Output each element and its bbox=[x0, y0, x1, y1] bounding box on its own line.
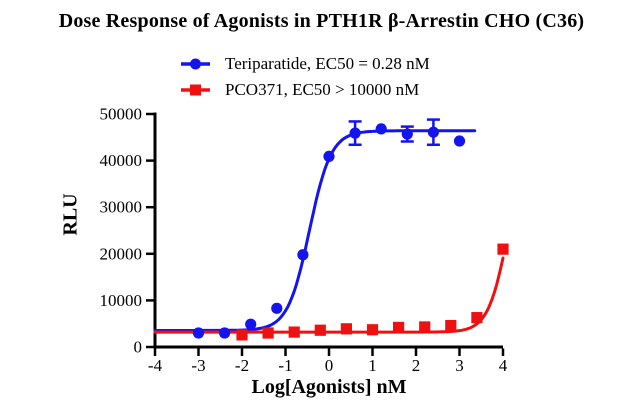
x-tick-label: -3 bbox=[191, 356, 205, 375]
x-tick-label: 4 bbox=[499, 356, 508, 375]
pco371-series bbox=[236, 243, 509, 341]
x-axis-ticks: -4 -3 -2 -1 0 1 2 3 4 bbox=[148, 348, 508, 375]
teriparatide-fit-curve bbox=[153, 129, 477, 332]
y-axis-ticks: 0 10000 20000 30000 40000 50000 bbox=[100, 105, 154, 357]
legend-item-pco371: PCO371, EC50 > 10000 nM bbox=[181, 77, 430, 103]
x-tick-label: -4 bbox=[148, 356, 163, 375]
data-point-circle bbox=[349, 127, 361, 139]
x-axis-title: Log[Agonists] nM bbox=[251, 376, 407, 398]
axes bbox=[153, 112, 503, 349]
legend: Teriparatide, EC50 = 0.28 nM PCO371, EC5… bbox=[181, 51, 430, 103]
data-point-square bbox=[497, 243, 509, 255]
data-point-circle bbox=[427, 126, 439, 138]
data-point-circle bbox=[297, 249, 309, 261]
y-axis-title: RLU bbox=[59, 193, 82, 236]
y-tick-label: 50000 bbox=[100, 105, 143, 124]
y-tick-label: 40000 bbox=[100, 151, 143, 170]
legend-item-teriparatide: Teriparatide, EC50 = 0.28 nM bbox=[181, 51, 430, 77]
data-point-circle bbox=[323, 150, 335, 163]
data-point-square bbox=[262, 327, 274, 339]
legend-label-teriparatide: Teriparatide, EC50 = 0.28 nM bbox=[225, 54, 430, 73]
pco371-square-marker-icon bbox=[181, 84, 210, 96]
data-point-circle bbox=[271, 302, 283, 314]
x-tick-label: -2 bbox=[235, 356, 249, 375]
data-point-square bbox=[340, 323, 352, 335]
y-tick-label: 10000 bbox=[100, 291, 143, 310]
x-tick-label: 2 bbox=[412, 356, 421, 375]
y-tick-label: 0 bbox=[134, 338, 143, 357]
data-point-square bbox=[393, 321, 405, 334]
data-point-square bbox=[366, 324, 379, 336]
data-point-square bbox=[419, 321, 431, 333]
pco371-fit-curve bbox=[153, 256, 505, 334]
chart-title: Dose Response of Agonists in PTH1R β-Arr… bbox=[58, 10, 585, 32]
teriparatide-circle-marker-icon bbox=[181, 58, 210, 70]
data-point-square bbox=[236, 329, 248, 341]
data-point-circle bbox=[401, 128, 413, 140]
data-point-circle bbox=[219, 327, 231, 339]
data-point-square bbox=[314, 324, 326, 336]
legend-label-pco371: PCO371, EC50 > 10000 nM bbox=[225, 80, 420, 99]
x-tick-label: 1 bbox=[368, 356, 377, 375]
x-tick-label: -1 bbox=[278, 356, 292, 375]
data-point-square bbox=[471, 312, 483, 324]
y-tick-label: 30000 bbox=[100, 198, 143, 217]
x-tick-label: 0 bbox=[325, 356, 334, 375]
data-point-circle bbox=[453, 135, 466, 147]
legend-circle bbox=[190, 58, 201, 70]
y-tick-label: 20000 bbox=[100, 244, 143, 263]
data-point-square bbox=[445, 319, 457, 332]
data-point-square bbox=[288, 326, 300, 338]
teriparatide-series bbox=[192, 118, 466, 339]
legend-square bbox=[190, 84, 201, 96]
data-point-circle bbox=[245, 318, 257, 330]
x-tick-label: 3 bbox=[455, 356, 464, 375]
data-point-circle bbox=[192, 327, 205, 339]
data-point-circle bbox=[375, 123, 387, 135]
